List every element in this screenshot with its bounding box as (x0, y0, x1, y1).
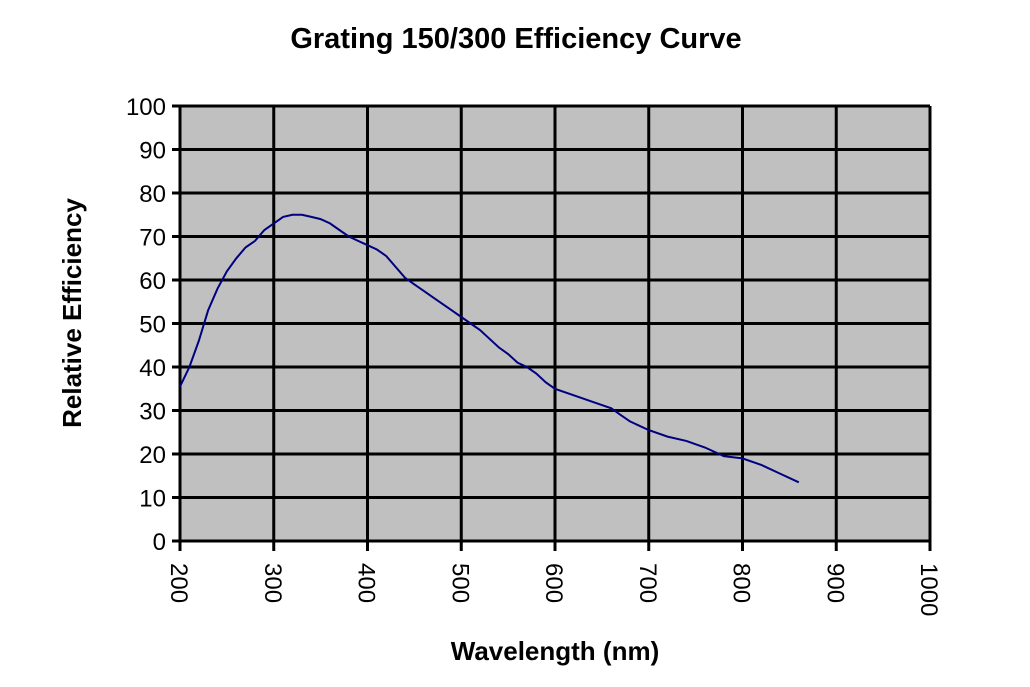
chart-title: Grating 150/300 Efficiency Curve (290, 23, 741, 55)
x-axis-ticks: 200 300 400 500 600 700 800 900 1000 (165, 563, 942, 616)
y-tick-label: 20 (139, 442, 166, 469)
x-tick-label: 1000 (915, 563, 942, 616)
y-tick-label: 40 (139, 355, 166, 382)
x-tick-label: 300 (259, 563, 286, 603)
y-tick-label: 50 (139, 312, 166, 339)
y-tick-label: 90 (139, 138, 166, 165)
y-tick-label: 30 (139, 399, 166, 426)
x-tick-label: 700 (634, 563, 661, 603)
efficiency-line (179, 213, 800, 484)
x-tick-label: 600 (540, 563, 567, 603)
x-tick-label: 500 (446, 563, 473, 603)
y-axis-label: Relative Efficiency (57, 198, 87, 428)
y-tick-label: 70 (139, 225, 166, 252)
y-tick-label: 80 (139, 181, 166, 208)
y-axis-ticks: 0 10 20 30 40 50 60 70 80 90 100 (126, 94, 166, 556)
y-tick-label: 60 (139, 268, 166, 295)
x-tick-label: 800 (728, 563, 755, 603)
x-tick-label: 400 (353, 563, 380, 603)
y-tick-label: 0 (153, 529, 166, 556)
x-axis-label: Wavelength (nm) (451, 636, 659, 666)
x-tick-label: 200 (165, 563, 192, 603)
x-tick-label: 900 (821, 563, 848, 603)
y-tick-label: 10 (139, 486, 166, 513)
gridlines (172, 104, 932, 551)
y-tick-label: 100 (126, 94, 166, 121)
